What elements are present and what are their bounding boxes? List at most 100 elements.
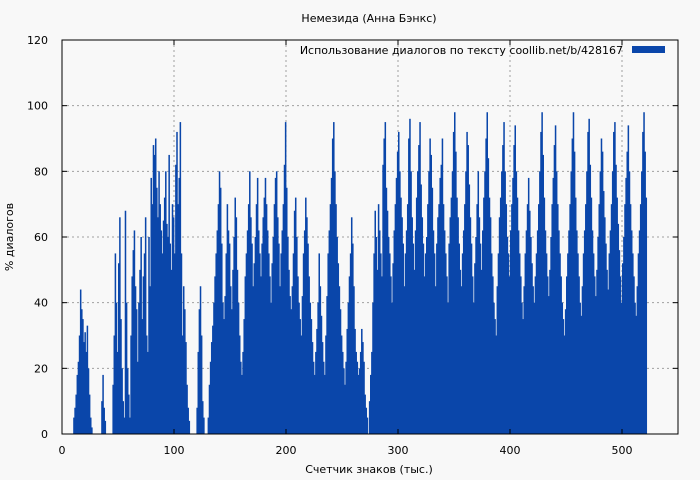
data-bar xyxy=(137,361,139,434)
data-bar xyxy=(384,122,387,434)
y-tick-label: 40 xyxy=(34,297,48,310)
data-bar xyxy=(316,328,318,434)
data-bar xyxy=(259,253,261,434)
data-bar xyxy=(86,325,89,434)
data-bar xyxy=(567,253,569,434)
data-bar xyxy=(550,237,552,434)
data-bar xyxy=(541,112,543,434)
data-bar xyxy=(596,269,598,434)
data-bar xyxy=(510,230,512,434)
data-bar xyxy=(287,237,289,434)
data-bar xyxy=(250,217,252,434)
data-bar xyxy=(508,276,511,434)
data-bar xyxy=(578,276,580,434)
data-bar xyxy=(454,112,456,434)
data-bar xyxy=(451,171,454,435)
data-bar xyxy=(154,138,157,434)
data-bar xyxy=(339,309,342,434)
data-bar xyxy=(343,368,345,434)
data-bar xyxy=(644,151,646,434)
data-bar xyxy=(247,204,250,434)
data-bar xyxy=(328,230,331,434)
data-bar xyxy=(363,361,365,434)
data-bar xyxy=(623,237,625,434)
data-bar xyxy=(169,243,172,434)
data-bar xyxy=(87,368,90,434)
data-bar xyxy=(365,407,368,434)
data-bar xyxy=(563,335,566,434)
data-bar xyxy=(609,230,612,434)
data-bar xyxy=(215,253,217,434)
y-tick-label: 80 xyxy=(34,165,48,178)
data-bar xyxy=(198,309,201,434)
data-bar xyxy=(518,253,521,434)
data-bar xyxy=(447,302,449,434)
data-bar xyxy=(489,217,492,434)
data-bar xyxy=(342,351,344,434)
data-bar xyxy=(521,302,523,434)
data-bar xyxy=(123,417,126,434)
data-bar xyxy=(464,204,466,434)
data-bar xyxy=(443,230,446,434)
data-bar xyxy=(387,237,390,434)
data-bar xyxy=(200,335,203,434)
data-bar xyxy=(459,269,462,434)
data-bar xyxy=(81,309,83,434)
y-tick-label: 60 xyxy=(34,231,48,244)
data-bar xyxy=(207,417,210,434)
data-bar xyxy=(385,187,388,434)
data-bar xyxy=(480,269,483,434)
data-bar xyxy=(527,177,530,434)
data-bar xyxy=(113,335,116,434)
data-bar xyxy=(554,125,557,434)
data-bar xyxy=(465,171,467,435)
data-bar xyxy=(594,276,596,434)
data-bar xyxy=(159,204,161,434)
data-bar xyxy=(263,197,266,434)
data-bar xyxy=(602,191,605,434)
x-tick-label: 0 xyxy=(59,444,66,457)
data-bar xyxy=(455,151,457,434)
legend-swatch xyxy=(632,46,665,53)
data-bar xyxy=(290,309,292,434)
data-bar xyxy=(348,276,351,434)
data-bar xyxy=(294,197,297,434)
data-bar xyxy=(271,263,273,434)
data-bar xyxy=(216,230,219,434)
data-bar xyxy=(82,319,84,434)
data-bar xyxy=(226,204,229,434)
data-bar xyxy=(283,164,286,434)
data-bar xyxy=(642,131,644,434)
data-bar xyxy=(147,351,149,434)
data-bar xyxy=(83,342,85,434)
data-bar xyxy=(236,269,239,434)
data-bar xyxy=(520,276,522,434)
data-bar xyxy=(558,230,560,434)
data-bar xyxy=(331,138,334,434)
data-bar xyxy=(587,131,589,434)
data-bar xyxy=(346,328,348,434)
data-bar xyxy=(234,197,236,434)
data-bar xyxy=(487,158,490,434)
data-bar xyxy=(375,237,378,434)
data-bar xyxy=(620,302,623,434)
data-bar xyxy=(535,253,538,434)
data-bar xyxy=(428,171,430,435)
data-bar xyxy=(104,420,107,434)
data-bar xyxy=(530,237,532,434)
data-bar xyxy=(507,253,510,434)
data-bar xyxy=(129,417,131,434)
data-bar xyxy=(546,276,549,434)
data-bar xyxy=(424,253,427,434)
data-bar xyxy=(262,217,264,434)
data-bar xyxy=(372,302,374,434)
data-bar xyxy=(370,374,372,434)
chart-title: Немезида (Анна Бэнкс) xyxy=(301,12,436,25)
data-bar xyxy=(421,217,424,434)
data-bar xyxy=(325,335,327,434)
data-bar xyxy=(412,243,415,434)
data-bar xyxy=(618,250,621,434)
data-bar xyxy=(411,217,413,434)
data-bar xyxy=(401,217,403,434)
data-bar xyxy=(581,286,584,434)
